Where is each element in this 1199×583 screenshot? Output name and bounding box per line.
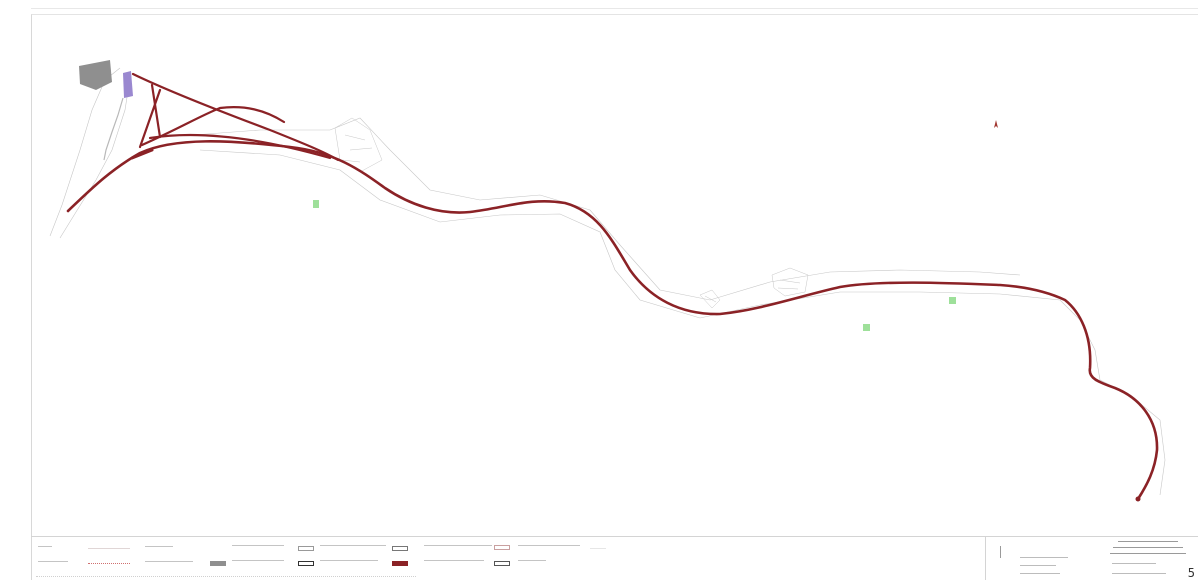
terminal-building <box>79 60 112 90</box>
east-shoreline-outline <box>1059 299 1166 496</box>
legend-swatch-grey-line <box>494 561 510 566</box>
legend-swatch-thin-line <box>88 548 130 549</box>
corridor-outline-south <box>199 149 1061 319</box>
legend-swatch-red-box <box>392 561 408 566</box>
title-block-line <box>1020 573 1060 574</box>
map-sheet <box>31 14 1198 580</box>
legend-label <box>232 560 284 561</box>
north-arrow-icon <box>994 120 998 128</box>
legend-swatch-black-box <box>298 561 314 566</box>
legend-swatch-mixed <box>494 545 510 550</box>
legend-label <box>38 561 68 562</box>
legend-label <box>38 546 52 547</box>
legend-label <box>320 545 386 546</box>
branch-line-c <box>138 88 162 149</box>
terminal-area-group <box>79 60 133 161</box>
legend-swatch-white-box <box>392 546 408 551</box>
branch-line-e <box>148 133 332 160</box>
settlement-west <box>334 117 383 173</box>
branch-line-d <box>140 106 286 147</box>
green-area <box>863 324 870 331</box>
branch-line-a <box>131 72 340 162</box>
settlement-group <box>334 117 809 309</box>
legend-divider <box>31 536 1198 537</box>
spur-line <box>130 148 154 160</box>
sheet-top-rule <box>31 8 1198 9</box>
legend-label <box>424 545 492 546</box>
route-group <box>66 72 1159 502</box>
terrain-outline-group <box>49 67 1166 496</box>
title-block-line <box>1020 557 1068 558</box>
legend-label <box>518 545 580 546</box>
title-block-field <box>1112 573 1166 574</box>
green-area <box>949 297 956 304</box>
legend-label <box>145 546 173 547</box>
main-railway-route <box>66 140 1159 501</box>
legend-swatch-dotted-red <box>88 563 130 564</box>
west-shoreline-outline <box>49 67 131 239</box>
title-block-mark <box>1000 546 1001 558</box>
legend-swatch-faint-line <box>590 548 606 549</box>
title-block-line <box>1020 565 1056 566</box>
access-road <box>103 97 124 161</box>
branch-line-b <box>150 83 162 139</box>
green-area <box>313 200 319 208</box>
legend-label <box>232 545 284 546</box>
legend-swatch-white-box <box>298 546 314 551</box>
legend-label <box>145 561 193 562</box>
legend-label <box>320 560 378 561</box>
title-block-field <box>1112 563 1156 564</box>
terminal-platform <box>123 71 133 98</box>
settlement-middle <box>699 289 721 309</box>
corridor-outline-north <box>179 117 1021 301</box>
title-block-heading <box>1113 547 1183 548</box>
title-block-heading <box>1110 553 1186 554</box>
footer-note <box>36 576 416 577</box>
legend-label <box>518 560 546 561</box>
legend-label <box>424 560 484 561</box>
sheet-number: 5 <box>1187 566 1195 580</box>
legend-swatch-grey-box <box>210 561 226 566</box>
route-terminus-marker <box>1135 496 1141 502</box>
settlement-east <box>771 267 809 297</box>
title-block-divider <box>985 536 986 580</box>
title-block-heading <box>1118 541 1178 542</box>
